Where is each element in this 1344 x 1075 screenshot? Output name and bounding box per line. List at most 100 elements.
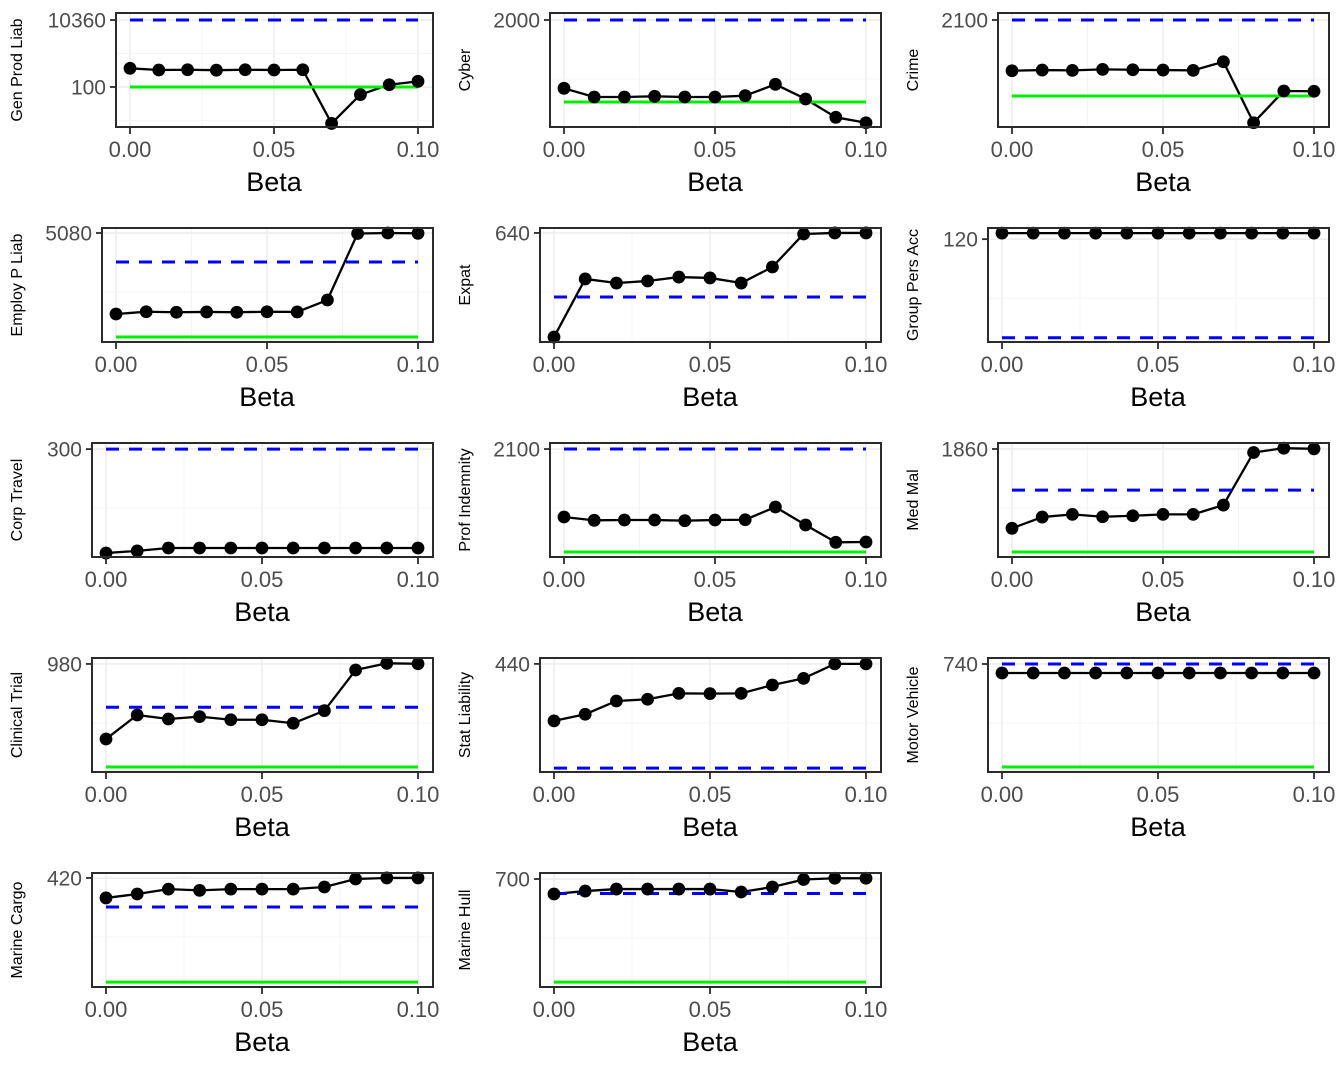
data-point bbox=[766, 260, 779, 274]
data-point bbox=[1182, 226, 1196, 240]
gridlines bbox=[92, 658, 433, 772]
data-point bbox=[255, 713, 269, 727]
data-point bbox=[349, 663, 362, 677]
y-tick-label: 980 bbox=[47, 654, 82, 677]
x-tick-label: 0.05 bbox=[694, 567, 737, 592]
data-point bbox=[238, 63, 252, 77]
data-points bbox=[557, 77, 873, 130]
data-point bbox=[1277, 441, 1291, 455]
data-point bbox=[139, 305, 153, 319]
facet-crime: 2100 0.00 0.05 0.10 Beta Crime bbox=[896, 0, 1344, 215]
y-tick-label: 300 bbox=[47, 439, 82, 462]
gridlines bbox=[550, 13, 881, 127]
data-point bbox=[99, 891, 113, 905]
x-tick-label: 0.05 bbox=[253, 137, 296, 162]
facet-corp-travel: 300 0.00 0.05 0.10 Beta Corp Travel bbox=[0, 430, 448, 645]
x-tick-label: 0.05 bbox=[1137, 352, 1180, 377]
data-point bbox=[381, 226, 395, 240]
data-point bbox=[255, 541, 269, 555]
y-axis-title: Marine Cargo bbox=[9, 881, 26, 978]
data-point bbox=[1096, 62, 1109, 76]
data-point bbox=[829, 535, 843, 549]
data-point bbox=[290, 305, 304, 319]
x-tick-label: 0.10 bbox=[845, 137, 888, 162]
data-point bbox=[286, 716, 300, 730]
facet-group-pers-acc: 120 0.00 0.05 0.10 Beta Group Pers Acc bbox=[896, 215, 1344, 430]
data-point bbox=[678, 90, 692, 104]
data-point bbox=[130, 544, 144, 558]
x-tick-label: 0.00 bbox=[95, 352, 138, 377]
y-tick-label: 2000 bbox=[493, 10, 540, 33]
y-axis-title: Cyber bbox=[457, 48, 474, 91]
data-point bbox=[859, 871, 873, 885]
facet-employ-p-liab: 5080 0.00 0.05 0.10 Beta Employ P Liab bbox=[0, 215, 448, 430]
facet-marine-cargo: 420 0.00 0.05 0.10 Beta Marine Cargo bbox=[0, 860, 448, 1075]
facet-plot-cyber: 2000 0.00 0.05 0.10 Beta Cyber bbox=[457, 10, 888, 197]
data-point bbox=[1058, 226, 1071, 240]
data-point bbox=[354, 88, 367, 102]
data-point bbox=[797, 873, 810, 886]
data-point bbox=[738, 89, 752, 103]
data-points bbox=[547, 226, 873, 344]
data-point bbox=[162, 882, 175, 896]
data-point bbox=[610, 276, 623, 290]
data-point bbox=[799, 92, 812, 106]
data-point bbox=[797, 671, 810, 685]
data-point bbox=[380, 871, 394, 885]
data-point bbox=[547, 330, 561, 344]
y-axis-title: Stat Liability bbox=[457, 672, 474, 758]
data-point bbox=[1277, 84, 1291, 98]
x-tick-label: 0.05 bbox=[1137, 782, 1180, 807]
data-point bbox=[547, 887, 561, 901]
x-tick-label: 0.00 bbox=[543, 137, 586, 162]
y-tick-label: 100 bbox=[71, 77, 106, 100]
data-point bbox=[557, 510, 571, 524]
facet-plot-gen-prod-liab: 10360 100 0.00 0.05 0.10 Beta Gen Prod Liab bbox=[9, 10, 439, 197]
x-axis-title: Beta bbox=[1135, 597, 1192, 627]
data-point bbox=[130, 887, 144, 901]
data-point bbox=[1026, 666, 1040, 680]
y-tick-label: 5080 bbox=[45, 223, 92, 246]
data-point bbox=[1120, 226, 1134, 240]
y-axis-title: Med Mal bbox=[905, 469, 922, 530]
x-axis-title: Beta bbox=[682, 382, 739, 412]
data-point bbox=[411, 541, 425, 555]
data-point bbox=[610, 882, 623, 896]
x-tick-label: 0.00 bbox=[991, 567, 1034, 592]
x-tick-label: 0.10 bbox=[397, 352, 440, 377]
data-point bbox=[162, 541, 175, 555]
x-tick-label: 0.10 bbox=[397, 782, 440, 807]
data-point bbox=[672, 270, 686, 284]
data-point bbox=[210, 63, 223, 77]
x-tick-label: 0.05 bbox=[689, 997, 732, 1022]
y-axis-title: Expat bbox=[457, 264, 474, 305]
data-point bbox=[672, 882, 686, 896]
data-point bbox=[734, 885, 748, 899]
y-tick-label: 2100 bbox=[941, 10, 988, 33]
data-point bbox=[267, 63, 281, 77]
panel-border bbox=[115, 12, 434, 128]
data-point bbox=[1058, 666, 1071, 680]
x-tick-label: 0.10 bbox=[1293, 782, 1336, 807]
facet-expat: 640 0.00 0.05 0.10 Beta Expat bbox=[448, 215, 896, 430]
facet-plot-prof-indemnity: 2100 0.00 0.05 0.10 Beta Prof Indemnity bbox=[457, 439, 888, 627]
x-tick-label: 0.10 bbox=[845, 567, 888, 592]
data-point bbox=[1276, 666, 1290, 680]
data-point bbox=[1089, 226, 1102, 240]
data-point bbox=[799, 518, 812, 532]
facet-plot-motor-vehicle: 740 0.00 0.05 0.10 Beta Motor Vehicle bbox=[905, 654, 1336, 842]
x-tick-label: 0.10 bbox=[397, 997, 440, 1022]
data-point bbox=[296, 63, 310, 77]
facet-plot-crime: 2100 0.00 0.05 0.10 Beta Crime bbox=[905, 10, 1336, 197]
data-point bbox=[351, 227, 364, 240]
x-tick-label: 0.10 bbox=[1293, 137, 1336, 162]
data-point bbox=[828, 871, 842, 885]
y-axis-title: Clinical Trial bbox=[9, 672, 26, 758]
data-points bbox=[995, 226, 1321, 240]
x-tick-label: 0.00 bbox=[109, 137, 152, 162]
x-tick-label: 0.05 bbox=[1142, 567, 1185, 592]
data-point bbox=[1151, 666, 1165, 680]
data-point bbox=[672, 686, 686, 700]
data-point bbox=[380, 541, 394, 555]
